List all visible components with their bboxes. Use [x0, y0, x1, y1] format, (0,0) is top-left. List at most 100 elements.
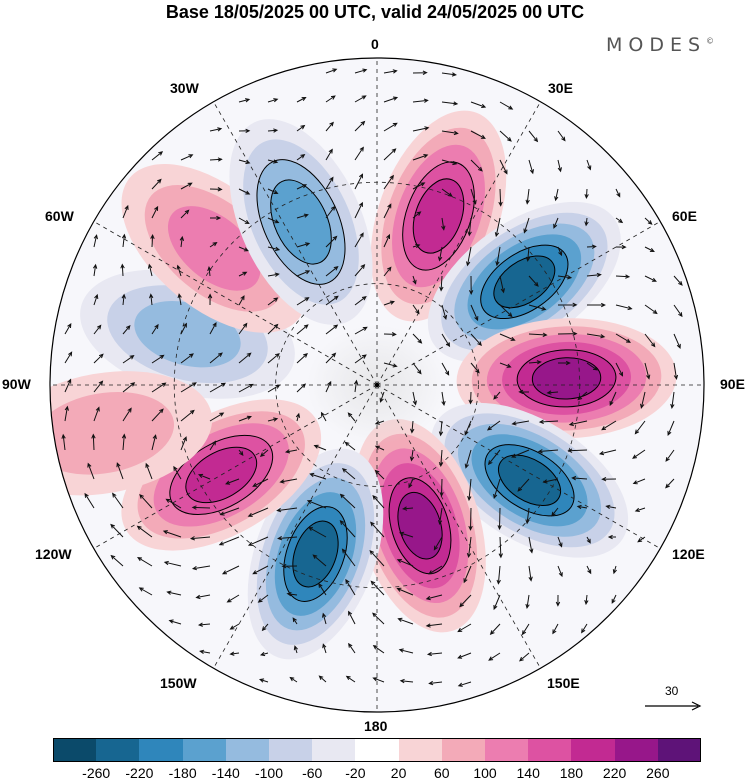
wind-arrow: [277, 535, 298, 541]
wind-arrow: [64, 405, 69, 422]
wind-arrow: [494, 217, 501, 238]
wind-arrow: [296, 324, 309, 335]
wind-arrow: [537, 449, 559, 454]
colorbar-swatch: [485, 738, 529, 762]
anomaly-contour: [412, 178, 465, 254]
wind-arrow: [93, 380, 104, 393]
colorbar-tick-label: -140: [211, 765, 240, 781]
wind-arrow: [584, 188, 589, 200]
wind-arrow: [499, 101, 514, 110]
wind-arrow: [348, 610, 356, 625]
wind-arrow: [296, 297, 310, 306]
wind-arrow: [551, 507, 559, 517]
graticule: [50, 58, 704, 712]
wind-arrow: [489, 623, 501, 635]
wind-arrow: [87, 462, 95, 480]
wind-arrow: [673, 362, 679, 380]
wind-arrow: [296, 96, 307, 103]
wind-arrow: [528, 360, 542, 365]
wind-arrow: [498, 188, 503, 207]
wind-arrow: [486, 420, 501, 431]
wind-arrow: [267, 417, 279, 422]
wind-arrow: [553, 217, 559, 229]
wind-arrow: [402, 506, 414, 511]
wind-arrow: [92, 263, 98, 277]
wind-arrow: [470, 333, 482, 347]
wind-arrow: [601, 476, 617, 482]
wind-arrow: [354, 95, 367, 103]
wind-arrow: [322, 612, 327, 625]
wind-arrow: [412, 243, 421, 249]
wind-arrow: [644, 304, 658, 315]
wind-arrow: [267, 384, 281, 393]
wind-arrow: [665, 478, 675, 489]
wind-arrow: [412, 362, 422, 375]
wind-arrow: [557, 565, 563, 578]
wind-arrow: [396, 587, 414, 596]
wind-arrow: [166, 590, 182, 596]
wind-arrow: [259, 678, 269, 683]
wind-arrow: [354, 264, 366, 277]
colorbar-tick-label: 20: [390, 765, 407, 781]
wind-arrow: [586, 272, 602, 278]
wind-arrow: [673, 275, 683, 286]
wind-arrow: [238, 98, 251, 103]
wind-arrow: [325, 235, 338, 248]
wind-arrow: [457, 652, 472, 659]
wind-arrow: [372, 612, 385, 625]
wind-arrow: [267, 159, 279, 164]
wind-arrow: [383, 203, 392, 219]
wind-arrow: [151, 178, 162, 190]
wind-arrow: [409, 449, 415, 462]
wind-arrow: [93, 353, 104, 364]
wind-arrow: [470, 362, 480, 374]
wind-arrow: [601, 420, 617, 431]
wind-arrow: [383, 362, 398, 368]
wind-arrow: [267, 323, 279, 335]
longitude-label-0: 0: [371, 36, 379, 52]
wind-arrow: [634, 507, 646, 512]
wind-arrow: [538, 419, 559, 424]
wind-arrow: [229, 651, 240, 656]
wind-arrow: [441, 391, 446, 407]
wind-arrow: [412, 275, 417, 285]
wind-arrow: [121, 433, 127, 451]
wind-arrow: [307, 526, 327, 538]
colorbar-tick-label: -220: [125, 765, 154, 781]
wind-arrow: [665, 449, 675, 462]
wind-arrow: [441, 159, 458, 166]
wind-arrow: [369, 549, 385, 567]
wind-arrow: [466, 246, 472, 267]
wind-arrow: [318, 582, 327, 596]
meridian-line: [376, 384, 541, 669]
longitude-label-120e: 120E: [672, 546, 705, 562]
wind-arrow: [348, 642, 356, 654]
wind-arrow: [496, 565, 501, 585]
wind-arrow: [615, 188, 621, 198]
wind-arrow: [306, 500, 327, 509]
wind-arrow: [644, 333, 656, 348]
wind-arrow: [557, 275, 573, 280]
wind-arrow: [84, 492, 95, 509]
wind-arrow: [347, 412, 356, 422]
wind-arrow: [499, 159, 508, 175]
wind-arrow: [163, 560, 182, 567]
wind-arrow: [191, 505, 211, 510]
wind-arrow: [463, 565, 472, 584]
wind-arrow: [412, 391, 417, 406]
wind-arrow: [247, 536, 269, 546]
wind-arrow: [637, 536, 646, 543]
wind-arrow: [487, 449, 501, 466]
wind-arrow: [577, 391, 588, 401]
wind-arrow: [383, 122, 398, 132]
wind-arrow: [612, 565, 617, 575]
wind-arrow: [383, 266, 392, 277]
colorbar-swatch: [657, 738, 702, 762]
wind-arrow: [318, 675, 327, 683]
wind-arrow: [528, 565, 533, 582]
anomaly-contour: [292, 520, 339, 588]
wind-arrow: [226, 594, 240, 603]
wind-arrow: [286, 592, 298, 597]
wind-arrow: [412, 98, 429, 103]
wind-arrow: [325, 121, 334, 132]
